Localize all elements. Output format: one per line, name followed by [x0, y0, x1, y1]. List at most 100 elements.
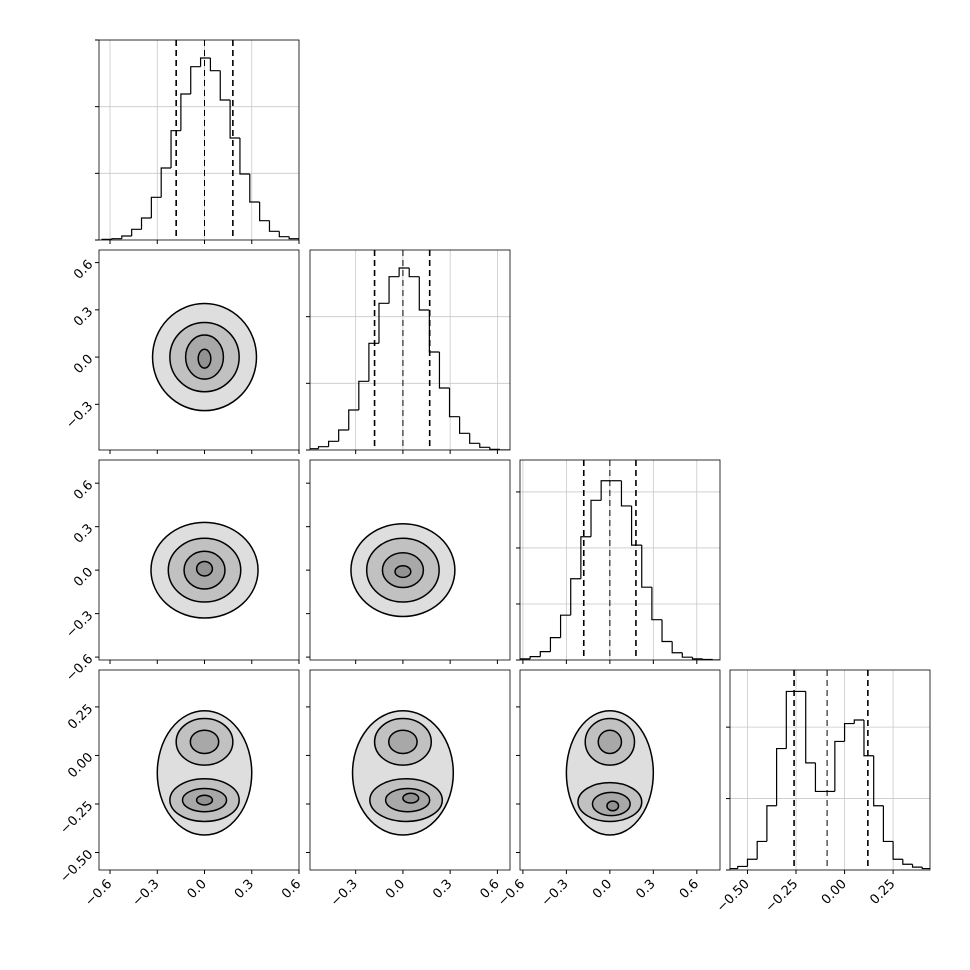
histogram-bin [219, 70, 231, 101]
histogram-bin [630, 505, 642, 546]
panel-frame [309, 249, 511, 451]
histogram-bin [843, 722, 855, 742]
histogram-bin [529, 656, 541, 659]
histogram-bin [853, 719, 864, 724]
x-tick-label: −0.6 [82, 877, 115, 910]
histogram-bin [358, 380, 369, 410]
histogram-bin [348, 409, 359, 430]
histogram-bin [620, 480, 632, 507]
panel-frame [519, 459, 721, 661]
histogram-bin [863, 720, 874, 757]
histogram-bin [268, 220, 280, 232]
histogram-bin [766, 805, 777, 842]
panel-frame [519, 669, 721, 871]
histogram-bin [641, 545, 652, 588]
x-tick-label: 0.6 [279, 877, 304, 902]
histogram-bin [249, 174, 260, 203]
density-contour [591, 791, 631, 817]
histogram-panel [730, 670, 930, 870]
density-contour [167, 537, 242, 603]
histogram-bin [776, 747, 787, 806]
histogram-bin [459, 416, 470, 434]
pair-panel [156, 710, 253, 836]
density-contour [183, 550, 226, 590]
histogram-bin [892, 841, 903, 860]
histogram-bin [150, 196, 162, 218]
x-tick-label: 0.00 [819, 877, 850, 908]
y-tick-label: 0.25 [65, 702, 96, 733]
histogram-bin [911, 864, 923, 868]
panel-frame [98, 669, 300, 871]
x-tick-label: 0.25 [867, 877, 898, 908]
histogram-bin [111, 238, 122, 240]
histogram-bin [160, 167, 172, 198]
density-contour [402, 792, 420, 804]
density-contour [189, 729, 220, 755]
y-tick-label: 0.3 [71, 305, 96, 330]
histogram-bin [746, 858, 758, 867]
y-tick-label: −0.6 [63, 652, 96, 685]
density-contour [195, 560, 214, 577]
histogram-bin [170, 130, 181, 168]
histogram-bin [317, 446, 329, 449]
histogram-bin [239, 138, 250, 175]
histogram-bin [418, 276, 430, 311]
y-tick-label: 0.0 [71, 565, 96, 590]
density-contour [369, 777, 444, 823]
pair-panel [150, 521, 259, 619]
density-contour [195, 794, 214, 806]
histogram-bin [691, 657, 703, 660]
density-contour [373, 717, 433, 766]
pair-panel [350, 523, 456, 618]
histogram-bin [539, 650, 551, 657]
histogram-bin [469, 433, 480, 444]
histogram-bin [489, 447, 500, 450]
x-tick-label: −0.50 [714, 877, 753, 916]
histogram-bin [199, 57, 211, 67]
density-contour [150, 521, 259, 619]
histogram-bin [310, 448, 319, 450]
histogram-bin [438, 352, 450, 389]
panel-frame [98, 39, 300, 241]
histogram-bin [408, 268, 420, 278]
histogram-bin [190, 66, 201, 94]
histogram-panel [520, 460, 720, 660]
x-tick-label: −0.6 [495, 877, 528, 910]
histogram-bin [805, 691, 816, 764]
panel-frame [98, 459, 300, 661]
density-contour [169, 777, 240, 823]
histogram-bin [570, 578, 581, 616]
histogram-bin [448, 388, 460, 418]
histogram-bin [785, 690, 797, 749]
density-contour [584, 717, 636, 766]
histogram-bin [559, 614, 571, 638]
histogram-bin [882, 805, 894, 843]
histogram-bin [921, 867, 930, 870]
histogram-bin [651, 587, 663, 621]
density-contour [565, 710, 655, 836]
histogram-bin [131, 228, 142, 236]
density-contour [384, 787, 431, 813]
density-contour [197, 348, 212, 369]
x-tick-label: 0.3 [633, 877, 658, 902]
histogram-bin [229, 100, 240, 139]
histogram-bin [338, 429, 349, 442]
panel-frame [729, 669, 931, 871]
histogram-bin [834, 740, 845, 792]
histogram-bin [140, 217, 152, 230]
histogram-bin [580, 536, 592, 579]
x-tick-label: 0.3 [232, 877, 257, 902]
histogram-bin [209, 58, 221, 72]
histogram-panel [99, 40, 299, 240]
density-contour [156, 710, 253, 836]
density-contour [169, 321, 240, 393]
histogram-bin [600, 480, 612, 501]
pair-panel [351, 710, 455, 836]
panel-frame [309, 669, 511, 871]
y-tick-label: 0.3 [71, 521, 96, 546]
x-tick-label: −0.3 [328, 877, 361, 910]
histogram-bin [479, 443, 490, 448]
x-tick-label: 0.0 [185, 877, 210, 902]
histogram-bin [661, 619, 673, 643]
